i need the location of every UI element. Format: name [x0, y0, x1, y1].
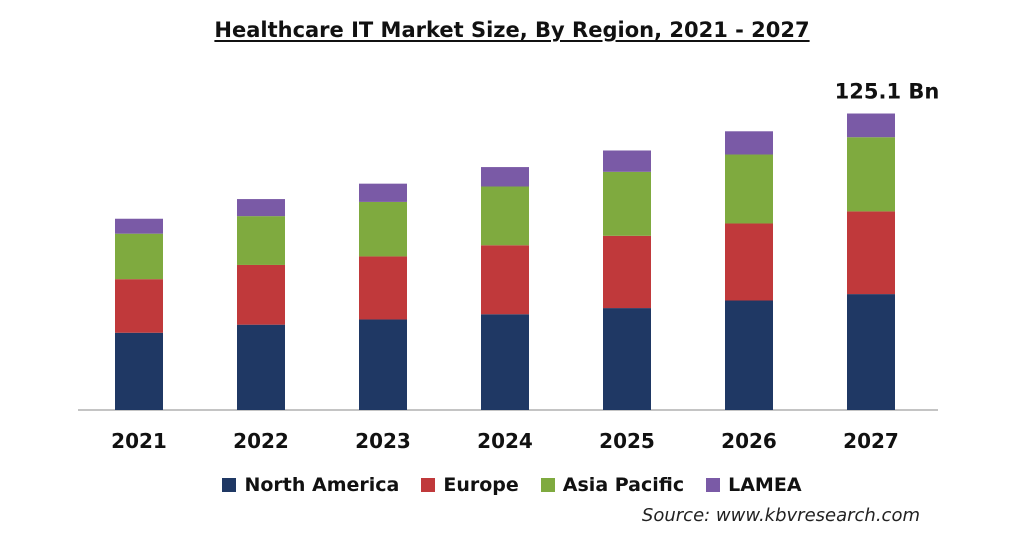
- bar-2024-europe: [481, 245, 529, 315]
- legend-label: LAMEA: [728, 474, 802, 496]
- bar-2024-lamea: [481, 167, 529, 187]
- labels-layer: 2021 2022 2023 2024 2025 2026 2027 125.1 Bn: [111, 80, 939, 453]
- bar-2025-lamea: [603, 150, 651, 172]
- bar-2021-lamea: [115, 218, 163, 234]
- legend-label: Europe: [443, 474, 519, 496]
- x-tick-label-2022: 2022: [233, 429, 289, 453]
- bar-2025-asia-pacific: [603, 171, 651, 236]
- bar-2027-north-america: [847, 294, 895, 410]
- legend-item-lamea: LAMEA: [706, 474, 802, 496]
- chart-legend: North America Europe Asia Pacific LAMEA: [0, 474, 1024, 496]
- bar-2022-lamea: [237, 199, 285, 217]
- legend-label: North America: [244, 474, 400, 496]
- x-tick-label-2026: 2026: [721, 429, 777, 453]
- x-tick-label-2024: 2024: [477, 429, 533, 453]
- bar-2021-asia-pacific: [115, 233, 163, 280]
- bar-2023-north-america: [359, 319, 407, 410]
- legend-swatch: [421, 478, 436, 492]
- bar-2026-europe: [725, 223, 773, 301]
- bar-2021-europe: [115, 279, 163, 333]
- bar-2023-europe: [359, 256, 407, 320]
- legend-swatch: [222, 478, 237, 492]
- total-annotation-2027: 125.1 Bn: [835, 80, 940, 104]
- bar-2026-north-america: [725, 300, 773, 410]
- bar-2026-asia-pacific: [725, 154, 773, 224]
- bar-2022-north-america: [237, 324, 285, 410]
- x-tick-label-2025: 2025: [599, 429, 655, 453]
- bar-2027-europe: [847, 211, 895, 295]
- legend-item-europe: Europe: [421, 474, 519, 496]
- x-tick-label-2021: 2021: [111, 429, 167, 453]
- legend-label: Asia Pacific: [562, 474, 685, 496]
- x-tick-label-2023: 2023: [355, 429, 411, 453]
- chart-title: Healthcare IT Market Size, By Region, 20…: [214, 18, 810, 42]
- bar-2023-lamea: [359, 183, 407, 202]
- bar-2022-europe: [237, 264, 285, 325]
- legend-swatch: [706, 478, 721, 492]
- bar-2022-asia-pacific: [237, 216, 285, 265]
- bar-2026-lamea: [725, 131, 773, 155]
- bar-2027-asia-pacific: [847, 137, 895, 212]
- legend-swatch: [540, 478, 555, 492]
- bar-2025-north-america: [603, 308, 651, 410]
- x-tick-label-2027: 2027: [843, 429, 899, 453]
- bar-2021-north-america: [115, 332, 163, 410]
- bar-2024-north-america: [481, 314, 529, 410]
- bars-layer: [115, 113, 895, 410]
- bar-2025-europe: [603, 235, 651, 309]
- bar-2024-asia-pacific: [481, 186, 529, 246]
- bar-2023-asia-pacific: [359, 201, 407, 257]
- legend-item-north-america: North America: [222, 474, 399, 496]
- source-note: Source: www.kbvresearch.com: [641, 505, 920, 526]
- legend-item-asia-pacific: Asia Pacific: [540, 474, 685, 496]
- bar-2027-lamea: [847, 113, 895, 138]
